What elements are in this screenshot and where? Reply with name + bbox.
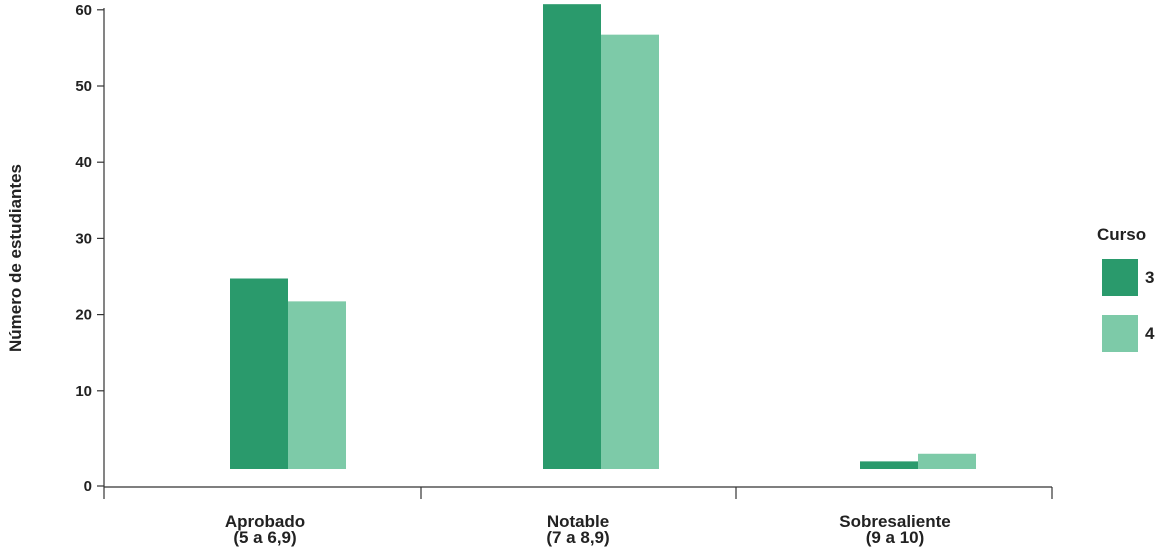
y-tick-label: 0 — [84, 478, 92, 495]
category-sublabel: (9 a 10) — [866, 528, 925, 547]
bar-sobresaliente-curso-4 — [918, 453, 976, 469]
y-tick-label: 60 — [75, 2, 92, 19]
y-tick-label: 10 — [75, 383, 92, 400]
legend: Curso 3 4 — [1097, 225, 1155, 352]
category-sublabel: (7 a 8,9) — [546, 528, 609, 547]
legend-label-3: 3 — [1145, 268, 1154, 287]
bar-aprobado-curso-4 — [288, 301, 346, 469]
y-axis-label: Número de estudiantes — [6, 164, 25, 352]
y-tick-label: 40 — [75, 154, 92, 171]
category-label: Aprobado — [225, 512, 305, 531]
category-label: Notable — [547, 512, 609, 531]
bars — [230, 4, 976, 470]
legend-label-4: 4 — [1145, 324, 1155, 343]
legend-swatch-4 — [1102, 315, 1138, 352]
bar-sobresaliente-curso-3 — [860, 461, 918, 469]
category-sublabel: (5 a 6,9) — [233, 528, 296, 547]
y-axis: 0 10 20 30 40 50 60 — [75, 2, 105, 495]
y-tick-label: 20 — [75, 307, 92, 324]
bar-notable-curso-3 — [543, 4, 601, 470]
legend-swatch-3 — [1102, 259, 1138, 296]
x-axis — [103, 486, 1053, 499]
category-label: Sobresaliente — [839, 512, 951, 531]
y-tick-label: 30 — [75, 230, 92, 247]
bar-aprobado-curso-3 — [230, 278, 288, 469]
category-labels: Aprobado(5 a 6,9) Notable(7 a 8,9) Sobresa… — [225, 512, 951, 547]
bar-notable-curso-4 — [601, 34, 659, 469]
y-tick-label: 50 — [75, 78, 92, 95]
legend-title: Curso — [1097, 225, 1146, 244]
